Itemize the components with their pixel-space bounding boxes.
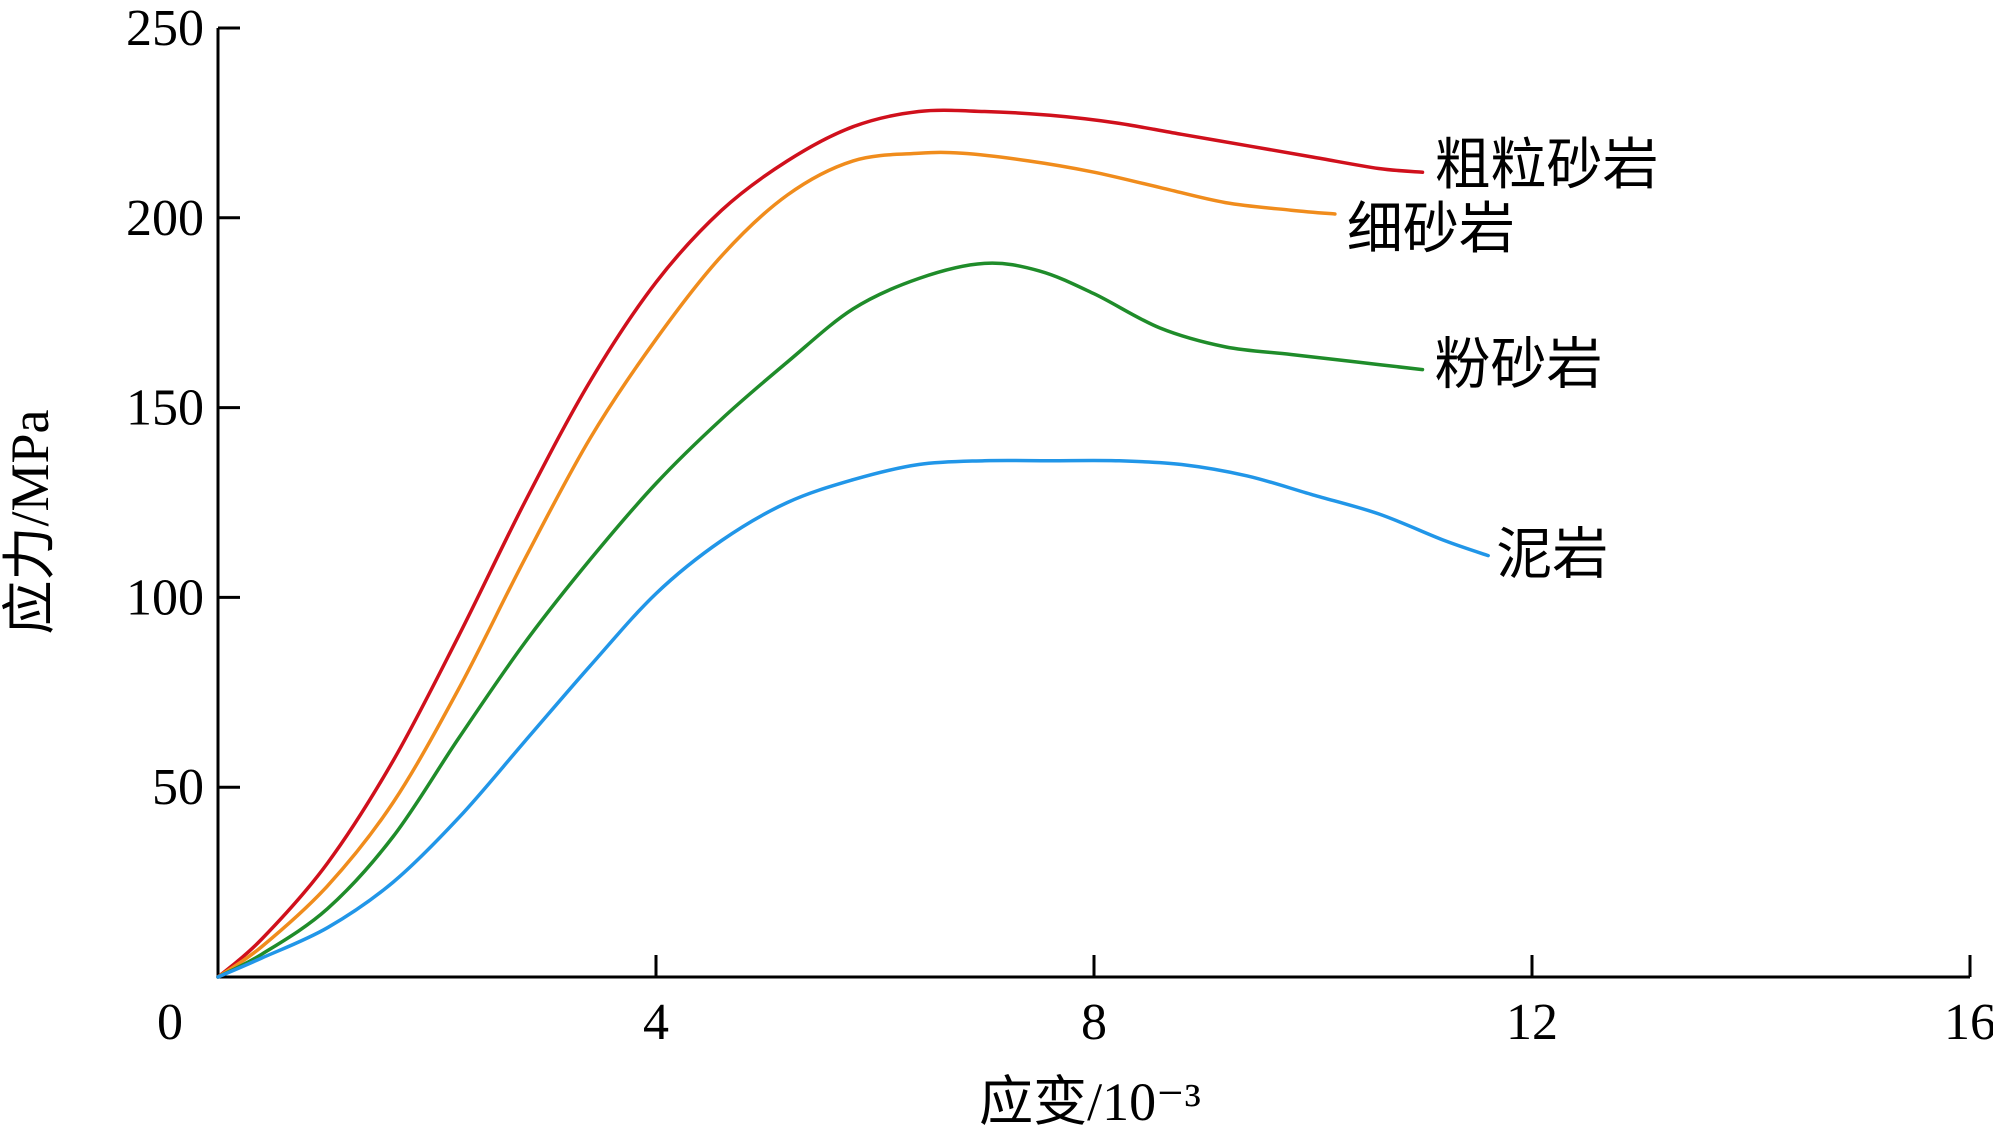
axes: 0 4 8 12 16 50 100 150 200 250: [126, 0, 1993, 1051]
x-axis-label: 应变/10⁻³: [979, 1072, 1201, 1132]
series-label-2: 粉砂岩: [1435, 335, 1603, 397]
series-label-0: 粗粒砂岩: [1435, 135, 1659, 197]
x-tick-label: 4: [643, 994, 669, 1051]
y-tick-label: 100: [126, 569, 204, 626]
series-label-1: 细砂岩: [1347, 199, 1515, 261]
x-tick-label: 8: [1081, 994, 1107, 1051]
series-line-0: [216, 108, 1425, 979]
y-tick-label: 50: [152, 759, 204, 816]
x-tick-label: 12: [1506, 994, 1558, 1051]
series-line-1: [216, 150, 1337, 979]
x-tick-label: 16: [1944, 994, 1993, 1051]
series-label-3: 泥岩: [1496, 525, 1608, 587]
y-tick-label: 200: [126, 190, 204, 247]
y-tick-label: 250: [126, 0, 204, 57]
y-axis-label: 应力/MPa: [0, 409, 60, 634]
series-lines: [216, 108, 1490, 979]
series-line-2: [216, 261, 1425, 979]
series-line-3: [216, 458, 1490, 979]
x-tick-label: 0: [157, 994, 183, 1051]
y-tick-label: 150: [126, 380, 204, 437]
